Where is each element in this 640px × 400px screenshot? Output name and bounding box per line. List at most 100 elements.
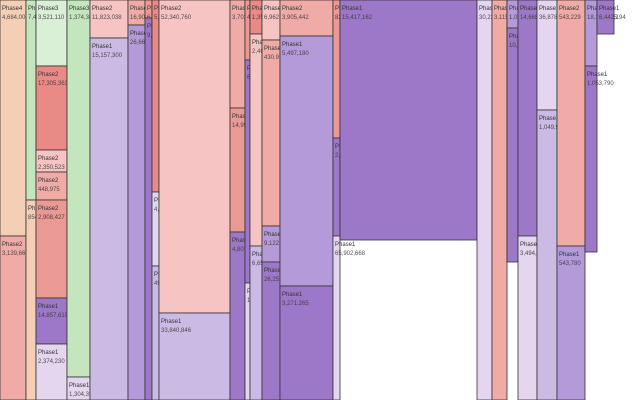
segment-value-label: 15,157,300 xyxy=(92,53,123,59)
segment-phase-label: Phase1 xyxy=(161,319,182,325)
segment-phase1-5-2 xyxy=(89,37,129,400)
segment-value-label: 14,668,702 xyxy=(520,15,551,21)
segment-phase-label: Phase1 xyxy=(232,238,253,244)
segment-value-label: 9,122,500 xyxy=(264,241,291,247)
column-16: Phase1 15,417,162 xyxy=(339,0,478,241)
segment-value-label: 52,340,760 xyxy=(161,15,192,21)
segment-phase-label: Phase2 xyxy=(130,6,151,12)
segment-phase2-3-5 xyxy=(35,199,68,299)
segment-phase1-21-2 xyxy=(536,109,558,400)
segment-phase-label: Phase1 xyxy=(599,6,620,12)
segment-phase1-20-1 xyxy=(517,0,538,237)
segment-value-label: 3,139,660 xyxy=(2,251,29,257)
segment-phase2-6-1 xyxy=(127,0,146,26)
segment-phase-label: Phase1 xyxy=(342,6,363,12)
segment-phase2-1-2 xyxy=(0,235,27,400)
segment-phase2-22-1 xyxy=(556,0,586,247)
segment-value-label: 1,374,300 xyxy=(69,15,96,21)
segment-phase-label: Phase2 xyxy=(38,156,59,162)
segment-phase1-11-2 xyxy=(244,59,251,284)
segment-phase-label: Phase1 xyxy=(69,383,90,389)
segment-phase1-19-1 xyxy=(506,0,519,29)
segment-phase-label: Phase2 xyxy=(232,114,253,120)
segment-phase-label: Phase1 xyxy=(282,292,303,298)
segment-phase-label: Phase1 xyxy=(282,42,303,48)
segment-phase-label: Phase1 xyxy=(520,242,541,248)
segment-value-label: 543,780 xyxy=(559,261,581,267)
column-4: Phase3 1,374,300 Phase1 1,304,353 xyxy=(66,0,96,400)
segment-value-label: 3,905,442 xyxy=(282,15,309,21)
segment-phase1-23-2 xyxy=(584,65,598,253)
segment-phase3-3-1 xyxy=(35,0,68,67)
segment-phase1-16-1 xyxy=(339,0,478,241)
segment-value-label: 1,049,950 xyxy=(539,125,566,131)
segment-phase-label: Phase2 xyxy=(38,178,59,184)
segment-phase2-18-1 xyxy=(491,0,508,400)
segment-value-label: 448,975 xyxy=(38,187,60,193)
segment-value-label: 36,878,383 xyxy=(539,15,570,21)
segment-value-label: 17,305,363 xyxy=(38,81,69,87)
segment-value-label: 5,497,180 xyxy=(282,51,309,57)
segment-value-label: 6,962,128 xyxy=(264,15,291,21)
segment-value-label: 15,417,162 xyxy=(342,15,373,21)
segment-value-label: 33,840,846 xyxy=(161,328,192,334)
segment-phase1-20-2 xyxy=(517,235,538,400)
segment-phase-label: Phase1 xyxy=(559,252,580,258)
segment-phase-label: Phase1 xyxy=(587,72,608,78)
segment-phase2-5-1 xyxy=(89,0,129,39)
column-1: Phase4 4,684,000 Phase2 3,139,660 xyxy=(0,0,29,400)
segment-phase-label: Phase1 xyxy=(479,6,500,12)
segment-phase-label: Phase1 xyxy=(92,44,113,50)
column-14: Phase2 3,905,442 Phase1 5,497,180 Phase1 3,27… xyxy=(279,0,334,400)
segment-phase-label: Phase1 xyxy=(539,116,560,122)
segment-phase1-19-2 xyxy=(506,27,519,263)
segment-value-label: 6,442,194 xyxy=(599,15,626,21)
segment-value-label: 65,902,668 xyxy=(335,251,366,257)
segment-phase1-10-3 xyxy=(229,231,246,400)
column-23: Phase118,197,725Phase11,053,790 xyxy=(584,0,618,253)
segment-phase-label: Phase1 xyxy=(520,6,541,12)
segment-phase1-15-3 xyxy=(332,235,341,400)
segment-phase-label: Phase2 xyxy=(282,6,303,12)
column-13: Phase2 6,962,128 Phase2 430,916 Phase1 9,122,… xyxy=(261,0,295,400)
segment-phase-label: Phase3 xyxy=(69,6,90,12)
segment-value-label: 2,350,523 xyxy=(38,165,65,171)
segment-phase1-14-3 xyxy=(279,285,334,400)
segment-phase1-17-1 xyxy=(476,0,493,400)
column-10: Phase23,703,888Phase214,992,187Phase14,8… xyxy=(229,0,263,400)
segment-phase-label: Phase2 xyxy=(232,6,253,12)
column-3: Phase3 3,521,110 Phase2 17,305,363 Phase2 2,3… xyxy=(35,0,69,400)
segment-phase-label: Phase1 xyxy=(539,6,560,12)
segment-value-label: 543,229 xyxy=(559,15,581,21)
segment-phase2-9-1 xyxy=(158,0,231,314)
column-5: Phase2 11,823,038 Phase1 15,157,300 xyxy=(89,0,129,400)
segment-value-label: 1,053,790 xyxy=(587,81,614,87)
segment-phase-label: Phase4 xyxy=(2,6,23,12)
segment-value-label: 11,823,038 xyxy=(92,15,122,21)
segment-phase1-3-6 xyxy=(35,297,68,345)
segment-phase-label: Phase3 xyxy=(38,6,59,12)
segment-phase-label: Phase2 xyxy=(92,6,113,12)
segment-phase1-14-2 xyxy=(279,35,334,287)
segment-phase-label: Phase1 xyxy=(38,350,59,356)
column-24: Phase1 6,442,194 xyxy=(596,0,626,35)
segment-value-label: 2,374,230 xyxy=(38,359,65,365)
segment-phase-label: Phase2 xyxy=(494,6,515,12)
segment-value-label: 430,916 xyxy=(264,55,286,61)
segment-phase2-3-2 xyxy=(35,65,68,151)
segment-phase3-2-1 xyxy=(25,0,37,201)
segment-phase-label: Phase2 xyxy=(38,206,59,212)
segment-phase2-13-2 xyxy=(261,39,281,227)
segment-phase4-2-2 xyxy=(25,199,37,400)
segment-phase-label: Phase1 xyxy=(130,31,151,37)
segment-value-label: 26,251,031 xyxy=(264,277,295,283)
segment-phase1-7-2 xyxy=(144,17,153,400)
segment-phase1-9-2 xyxy=(158,312,231,400)
segment-phase-label: Phase1 xyxy=(264,232,285,238)
segment-value-label: 2,908,427 xyxy=(38,215,65,221)
segment-phase1-22-2 xyxy=(556,245,586,400)
segment-value-label: 14,857,610 xyxy=(38,313,69,319)
segment-phase-label: Phase1 xyxy=(335,242,356,248)
segment-phase-label: Phase1 xyxy=(38,304,59,310)
